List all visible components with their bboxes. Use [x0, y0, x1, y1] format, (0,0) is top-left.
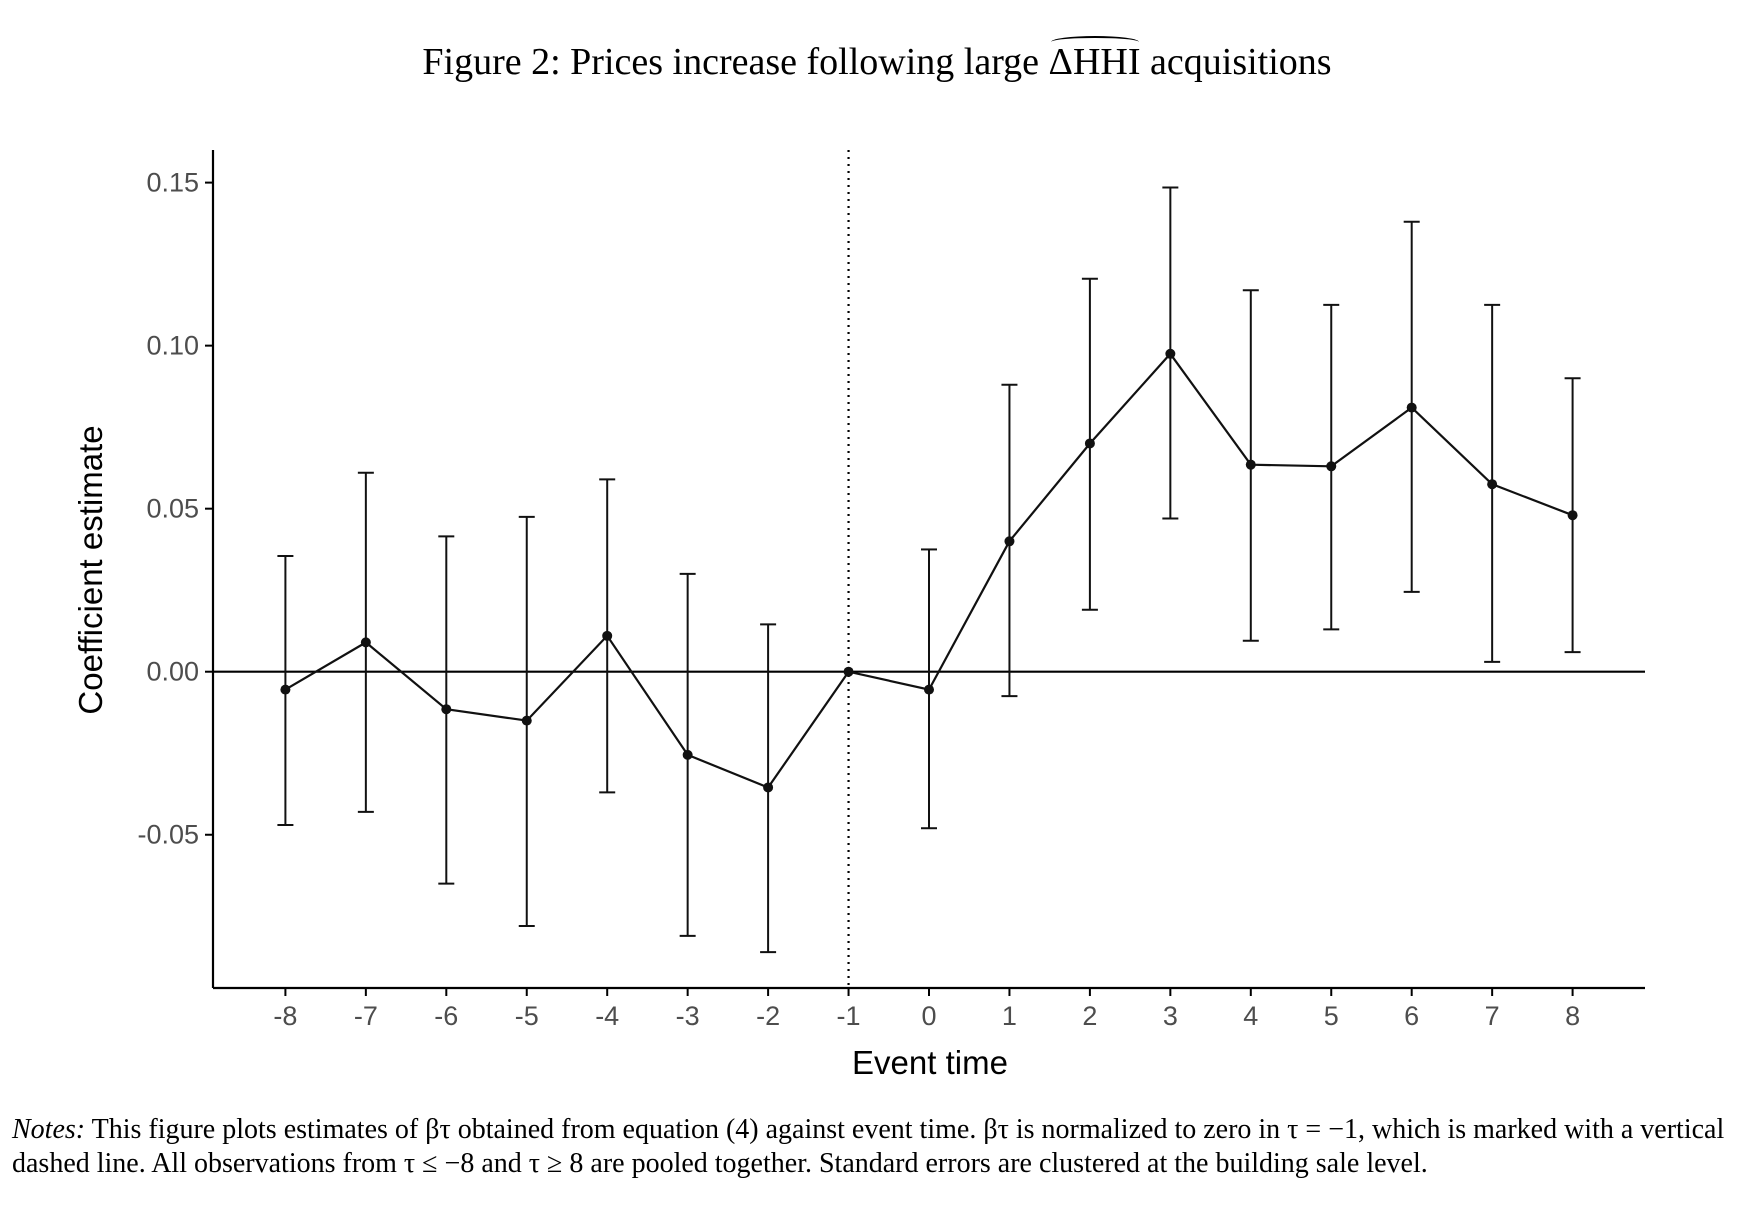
estimate-point: [924, 684, 934, 695]
estimate-point: [682, 749, 693, 760]
estimate-point: [1004, 536, 1015, 547]
x-tick-label: -3: [676, 1001, 700, 1031]
estimate-point: [360, 637, 371, 648]
series-points: [280, 348, 1578, 793]
y-tick-label: 0.10: [146, 331, 199, 361]
error-bars: [277, 186, 1581, 954]
x-tick-label: 5: [1324, 1001, 1339, 1031]
x-tick-label: 2: [1082, 1001, 1097, 1031]
estimate-point: [521, 715, 532, 726]
x-tick-label: 7: [1485, 1001, 1500, 1031]
figure-title-prefix: Figure 2: Prices increase following larg…: [422, 41, 1049, 83]
estimate-point: [1245, 459, 1256, 470]
figure-title-hat-term: ΔHHI: [1048, 36, 1141, 83]
x-tick-label: -4: [595, 1001, 619, 1031]
x-tick-label: -2: [756, 1001, 780, 1031]
estimate-point: [280, 684, 291, 695]
y-tick-label: 0.15: [146, 168, 199, 198]
estimate-point: [1165, 348, 1176, 359]
estimate-point: [763, 782, 774, 793]
estimate-point: [843, 666, 854, 677]
x-tick-label: -1: [837, 1001, 861, 1031]
estimate-point: [441, 704, 452, 715]
x-tick-label: 4: [1243, 1001, 1258, 1031]
notes-lead: Notes:: [12, 1114, 86, 1145]
y-tick-label: 0.00: [146, 657, 199, 687]
x-tick-label: -6: [434, 1001, 458, 1031]
estimate-point: [1326, 461, 1337, 472]
x-tick-label: 0: [921, 1001, 936, 1031]
x-tick-label: -7: [354, 1001, 378, 1031]
estimate-point: [1487, 479, 1498, 490]
estimate-point: [1084, 438, 1095, 449]
x-tick-label: 1: [1002, 1001, 1017, 1031]
tick-labels: -0.05 0.00 0.05 0.10 0.15 -8 -7 -6 -5 -4 -3 -2 -1 0 1 2…: [137, 168, 1580, 1031]
x-tick-label: -5: [515, 1001, 539, 1031]
estimate-point: [1567, 510, 1578, 521]
x-tick-label: 8: [1565, 1001, 1580, 1031]
figure-title: Figure 2: Prices increase following larg…: [0, 36, 1754, 84]
y-axis-title: Coefficient estimate: [72, 425, 109, 714]
x-tick-label: 6: [1404, 1001, 1419, 1031]
estimate-point: [602, 630, 613, 641]
y-tick-label: 0.05: [146, 494, 199, 524]
x-tick-label: -8: [273, 1001, 297, 1031]
figure-notes: Notes: This figure plots estimates of βτ…: [12, 1113, 1742, 1181]
x-axis-title: Event time: [852, 1044, 1008, 1081]
figure-title-suffix: acquisitions: [1140, 41, 1332, 83]
chart-axes: [205, 150, 1645, 996]
y-tick-label: -0.05: [137, 820, 199, 850]
x-tick-label: 3: [1163, 1001, 1178, 1031]
notes-text: This figure plots estimates of βτ obtain…: [12, 1114, 1725, 1179]
estimate-point: [1406, 402, 1417, 413]
